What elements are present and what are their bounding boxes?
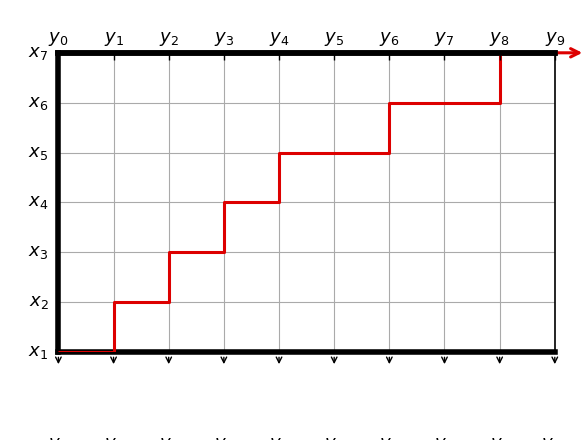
Text: $y_{7}$: $y_{7}$ [380, 436, 399, 440]
Text: $y_{1}$: $y_{1}$ [48, 436, 68, 440]
Text: $y_{4}$: $y_{4}$ [214, 436, 234, 440]
Text: $x_2$: $x_2$ [29, 293, 48, 311]
Text: $x_1$: $x_1$ [29, 343, 48, 361]
Text: $y_{9}$: $y_{9}$ [489, 436, 510, 440]
Text: $y_{6}$: $y_{6}$ [324, 436, 345, 440]
Text: $x_5$: $x_5$ [29, 143, 48, 161]
Text: $y_{10}$: $y_{10}$ [541, 436, 569, 440]
Text: $x_3$: $x_3$ [29, 243, 48, 261]
Text: $y_{8}$: $y_{8}$ [434, 436, 454, 440]
Text: $x_7$: $x_7$ [29, 44, 48, 62]
Text: $y_{2}$: $y_{2}$ [103, 436, 123, 440]
Text: $x_6$: $x_6$ [28, 94, 48, 112]
Text: $y_{3}$: $y_{3}$ [159, 436, 179, 440]
Text: $y_{5}$: $y_{5}$ [269, 436, 289, 440]
Text: $x_4$: $x_4$ [28, 194, 48, 211]
